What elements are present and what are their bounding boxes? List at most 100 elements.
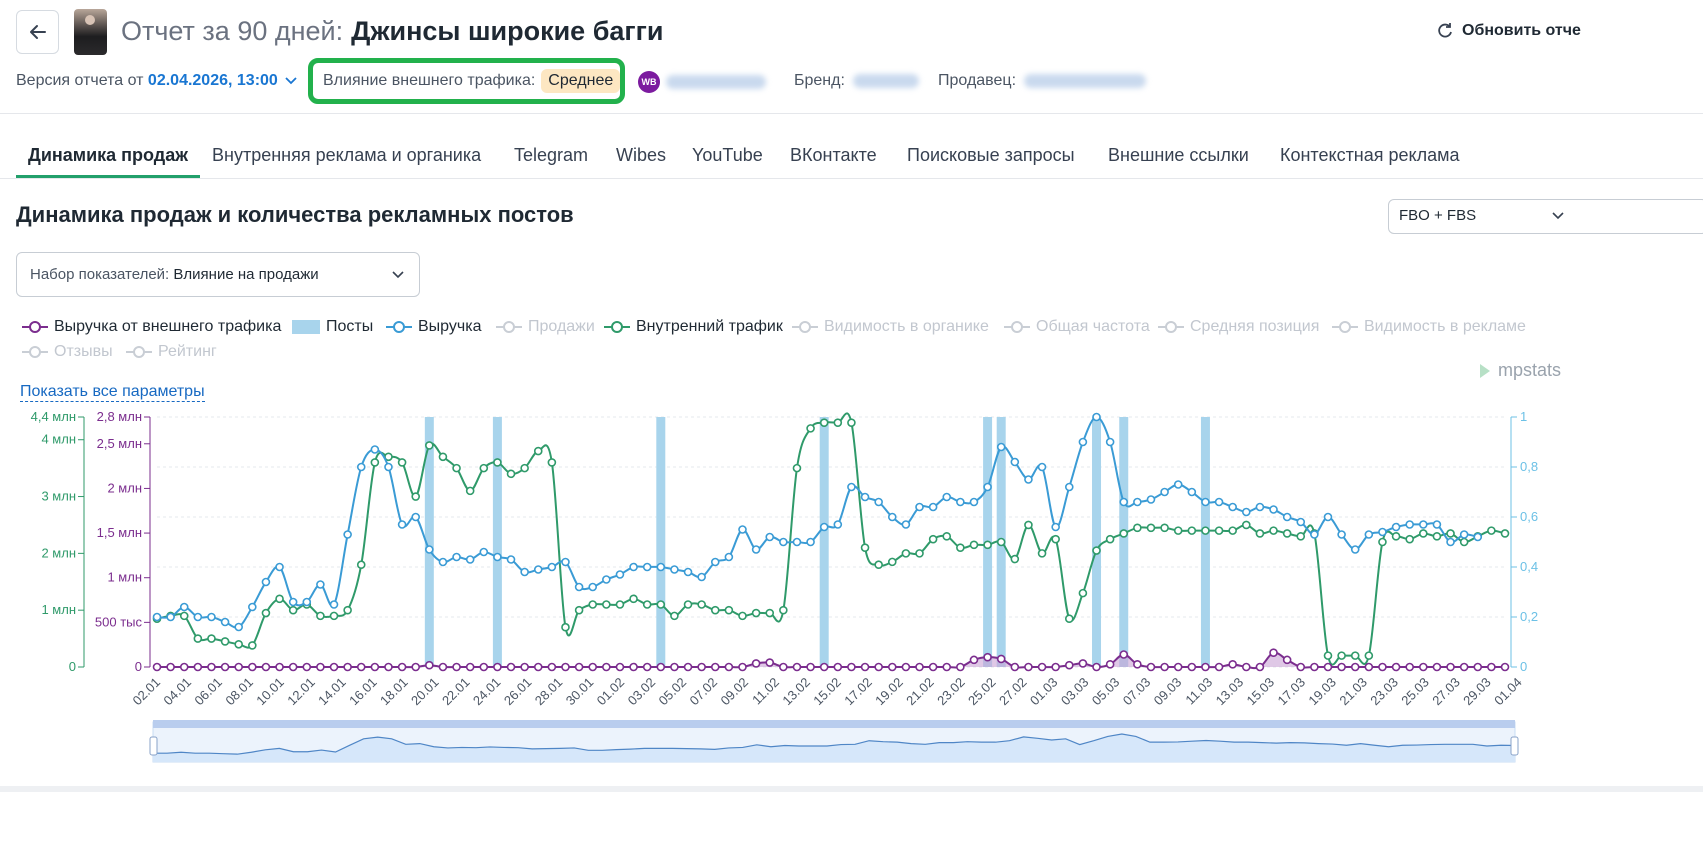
data-point xyxy=(411,492,421,501)
data-point xyxy=(479,662,489,672)
data-point xyxy=(1092,546,1101,555)
title-prefix: Отчет за 90 дней: xyxy=(121,16,344,46)
data-point xyxy=(833,418,843,427)
x-tick-label: 25.03 xyxy=(1398,675,1432,709)
legend-item-rating[interactable]: Рейтинг xyxy=(126,343,217,361)
data-point xyxy=(1160,662,1169,672)
data-point xyxy=(1078,588,1088,598)
tab-wibes[interactable]: Wibes xyxy=(616,145,667,165)
data-point xyxy=(996,537,1006,547)
x-tick-label: 26.01 xyxy=(501,675,535,709)
data-point xyxy=(1214,497,1224,507)
traffic-label: Влияние внешнего трафика: xyxy=(323,72,536,89)
data-point xyxy=(724,605,734,615)
line-marker-icon xyxy=(1004,320,1030,334)
data-point xyxy=(1024,520,1033,530)
data-point xyxy=(397,662,407,672)
data-point xyxy=(343,662,352,672)
data-point xyxy=(438,452,448,462)
legend-item-ad-visibility[interactable]: Видимость в рекламе xyxy=(1332,318,1526,336)
data-point xyxy=(765,658,775,667)
post-bar xyxy=(492,417,502,667)
back-button[interactable] xyxy=(16,10,59,54)
data-point xyxy=(1459,662,1469,672)
data-point xyxy=(248,602,257,612)
tab-context-ads[interactable]: Контекстная реклама xyxy=(1280,145,1460,165)
data-point xyxy=(1133,497,1142,507)
data-point xyxy=(1228,502,1237,512)
x-tick-label: 15.03 xyxy=(1244,675,1278,709)
legend-item-sales[interactable]: Продажи xyxy=(496,318,595,336)
data-point xyxy=(874,662,883,672)
data-point xyxy=(697,572,706,582)
show-all-params-link[interactable]: Показать все параметры xyxy=(20,383,205,402)
legend-item-internal-traffic[interactable]: Внутренний трафик xyxy=(604,318,783,336)
section-title: Динамика продаж и количества рекламных п… xyxy=(16,202,574,227)
data-point xyxy=(683,600,693,609)
data-point xyxy=(574,605,584,615)
data-point xyxy=(465,662,475,672)
legend-label: Видимость в рекламе xyxy=(1364,318,1526,335)
data-point xyxy=(533,565,543,574)
legend-item-posts[interactable]: Посты xyxy=(292,318,373,336)
data-point xyxy=(1323,651,1333,660)
tab-telegram[interactable]: Telegram xyxy=(514,145,589,165)
data-point xyxy=(1487,526,1496,535)
y-tick-label-green: 4 млн xyxy=(41,432,76,447)
x-tick-label: 16.01 xyxy=(346,675,380,709)
tab-internal-ads[interactable]: Внутренняя реклама и органика xyxy=(212,145,482,165)
legend-item-avg-position[interactable]: Средняя позиция xyxy=(1158,318,1319,336)
legend-item-organic-visibility[interactable]: Видимость в органике xyxy=(792,318,989,336)
legend-item-revenue[interactable]: Выручка xyxy=(386,318,481,336)
brand-value-redacted[interactable] xyxy=(853,73,920,88)
legend-item-external-revenue[interactable]: Выручка от внешнего трафика xyxy=(22,318,281,336)
data-point xyxy=(356,462,366,472)
tab-external-links[interactable]: Внешние ссылки xyxy=(1108,145,1249,165)
indicator-set-select[interactable]: Набор показателей: Влияние на продажи xyxy=(16,252,420,297)
x-tick-label: 23.02 xyxy=(934,675,968,709)
brand-label: Бренд: xyxy=(794,72,845,89)
data-point xyxy=(1010,554,1020,564)
data-point xyxy=(1078,659,1088,668)
data-point xyxy=(860,543,870,552)
data-point xyxy=(1378,527,1387,537)
tab-search-queries[interactable]: Поисковые запросы xyxy=(907,145,1075,165)
data-point xyxy=(261,577,271,587)
y-tick-label-purple: 2,5 млн xyxy=(97,436,142,451)
tab-youtube[interactable]: YouTube xyxy=(692,145,763,165)
data-point xyxy=(806,424,815,433)
data-point xyxy=(1051,522,1060,532)
data-point xyxy=(288,605,298,615)
data-point xyxy=(1105,534,1115,544)
seller-value-redacted[interactable] xyxy=(1024,73,1147,88)
data-point xyxy=(956,497,965,507)
tab-vkontakte[interactable]: ВКонтакте xyxy=(790,145,877,165)
data-point xyxy=(983,652,992,662)
data-point xyxy=(493,458,502,467)
data-point xyxy=(547,662,557,672)
x-tick-label: 28.01 xyxy=(532,675,566,709)
data-point xyxy=(1051,534,1060,544)
refresh-button[interactable]: Обновить отче xyxy=(1436,22,1581,40)
data-point xyxy=(1037,549,1047,558)
legend-item-reviews[interactable]: Отзывы xyxy=(22,343,113,361)
version-selector[interactable]: Версия отчета от 02.04.2026, 13:00 xyxy=(16,72,297,90)
data-point xyxy=(1459,530,1469,539)
data-point xyxy=(874,497,883,507)
tab-sales-dynamics[interactable]: Динамика продаж xyxy=(28,145,188,165)
data-point xyxy=(207,612,216,622)
legend-item-total-frequency[interactable]: Общая частота xyxy=(1004,318,1150,336)
data-point xyxy=(356,662,366,672)
data-point xyxy=(1160,523,1169,533)
data-point xyxy=(370,662,380,672)
data-point xyxy=(193,634,203,643)
article-link-redacted[interactable] xyxy=(666,75,766,89)
arrow-left-icon xyxy=(29,25,46,39)
data-point xyxy=(1337,530,1346,539)
line-marker-icon xyxy=(126,345,152,359)
data-point xyxy=(316,662,325,672)
legend-label: Видимость в органике xyxy=(824,318,989,335)
fulfillment-select[interactable]: FBO + FBS xyxy=(1388,199,1703,234)
data-point xyxy=(751,659,761,668)
data-point xyxy=(983,482,992,492)
